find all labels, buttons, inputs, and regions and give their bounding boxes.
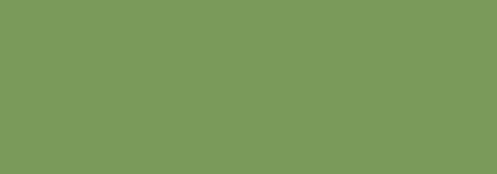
FancyBboxPatch shape (0, 130, 497, 174)
Text: Step 3: H$_2$CO$_3$ ⇌ + H$^+$ + HCO$_3^-$ (biocarbonate ion): Step 3: H$_2$CO$_3$ ⇌ + H$^+$ + HCO$_3^-… (12, 98, 421, 120)
Text: Step 4: HCO$_3^-$ ⇌ H$^+$ + CO$_3^{2-}$ (carbonate ion): Step 4: HCO$_3^-$ ⇌ H$^+$ + CO$_3^{2-}$ … (12, 141, 372, 164)
FancyBboxPatch shape (0, 44, 497, 87)
FancyBboxPatch shape (0, 0, 497, 44)
Text: Step 2: CO$_2$ (dissolved) + H$_2$O ⇌ H$_2$CO$_3$ (carbonic acid): Step 2: CO$_2$ (dissolved) + H$_2$O ⇌ H$… (12, 56, 454, 75)
Text: Step 1: CO$_2$ (atmospheric) ⇌ CO$_2$ (dissolved): Step 1: CO$_2$ (atmospheric) ⇌ CO$_2$ (d… (12, 12, 372, 31)
FancyBboxPatch shape (0, 87, 497, 130)
